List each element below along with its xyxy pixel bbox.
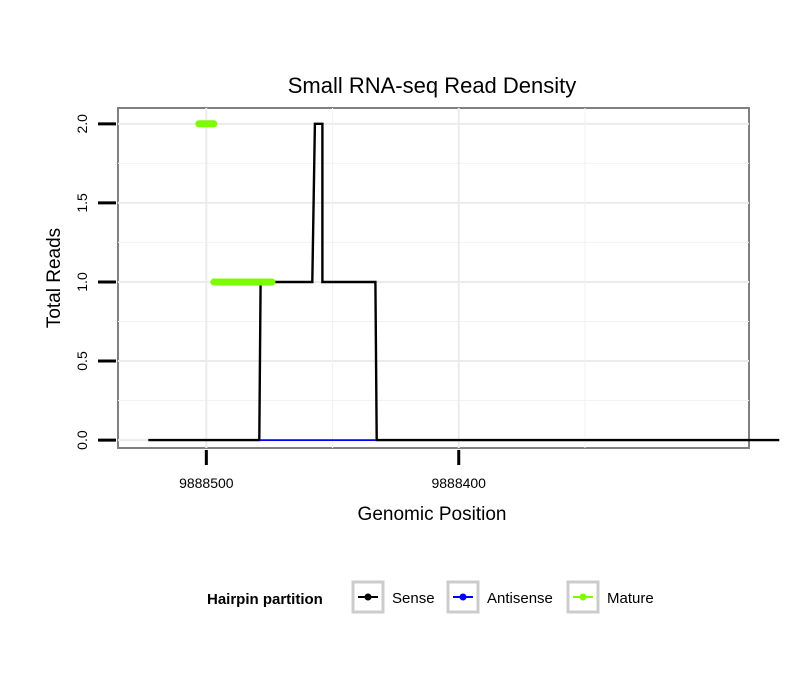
legend-title: Hairpin partition <box>207 591 323 608</box>
x-tick-label: 9888500 <box>179 475 234 491</box>
series-sense-line <box>148 122 780 442</box>
y-tick-label: 0.0 <box>74 430 90 450</box>
y-tick-label: 1.5 <box>74 193 90 213</box>
y-axis-title: Total Reads <box>44 228 65 328</box>
y-tick-label: 2.0 <box>74 114 90 134</box>
legend: Hairpin partition Sense Antisense Mature <box>207 580 654 614</box>
legend-label-mature: Mature <box>607 590 654 607</box>
series-layer <box>148 120 780 442</box>
x-axis: 9888500 9888400 <box>179 450 486 491</box>
x-tick-label: 9888400 <box>431 475 486 491</box>
y-axis: 0.0 0.5 1.0 1.5 2.0 <box>74 114 116 450</box>
legend-key-point <box>579 593 587 601</box>
legend-label-antisense: Antisense <box>487 590 553 607</box>
legend-key-point <box>364 593 372 601</box>
x-axis-title: Genomic Position <box>358 504 507 525</box>
legend-key-point <box>459 593 467 601</box>
y-tick-label: 1.0 <box>74 272 90 292</box>
plot-panel <box>117 107 750 449</box>
legend-label-sense: Sense <box>392 590 435 607</box>
y-tick-label: 0.5 <box>74 351 90 371</box>
chart-title: Small RNA-seq Read Density <box>288 73 577 98</box>
